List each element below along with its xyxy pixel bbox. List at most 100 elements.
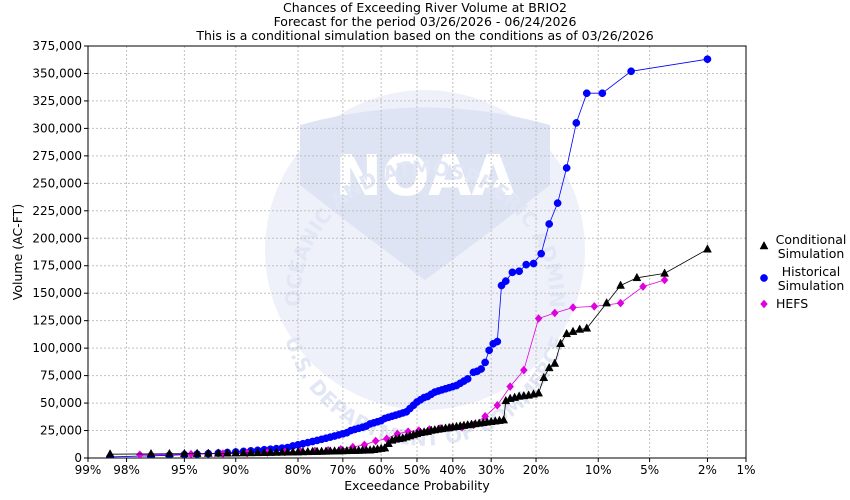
y-tick-label: 150,000 xyxy=(32,286,82,300)
data-point xyxy=(493,337,502,346)
x-tick-label: 90% xyxy=(222,463,249,477)
x-tick-label: 95% xyxy=(171,463,198,477)
data-point xyxy=(515,267,524,276)
y-tick-label: 225,000 xyxy=(32,204,82,218)
data-point xyxy=(371,436,380,446)
x-axis-label: Exceedance Probability xyxy=(344,478,490,493)
data-point xyxy=(253,447,263,457)
y-tick-label: 50,000 xyxy=(40,396,82,410)
watermark-bird xyxy=(300,107,550,280)
data-point xyxy=(703,244,712,253)
data-point xyxy=(582,323,592,332)
data-point xyxy=(616,298,625,308)
data-point xyxy=(222,448,232,457)
data-point xyxy=(271,447,281,456)
y-tick-label: 100,000 xyxy=(32,341,82,355)
y-axis: 0 25,000 50,000 75,000 100,000 125,000 150,000… xyxy=(32,39,88,465)
x-tick-label: 40% xyxy=(439,463,466,477)
x-tick-label: 70% xyxy=(330,463,357,477)
y-tick-label: 175,000 xyxy=(32,259,82,273)
chart-subtitle-1: Forecast for the period 03/26/2026 - 06/… xyxy=(274,14,577,29)
x-tick-label: 98% xyxy=(113,463,140,477)
data-point xyxy=(380,443,390,452)
x-tick-label: 60% xyxy=(368,463,395,477)
watermark-logo-text: NOAA xyxy=(335,144,515,209)
y-axis-label: Volume (AC-FT) xyxy=(10,204,25,300)
x-tick-label: 1% xyxy=(736,463,755,477)
series-historical-simulation xyxy=(106,55,712,458)
data-point xyxy=(520,365,528,375)
data-point xyxy=(277,447,287,456)
x-tick-label: 99% xyxy=(75,463,102,477)
data-point xyxy=(660,275,669,285)
data-point xyxy=(105,449,115,458)
data-point xyxy=(187,449,195,458)
series-layer xyxy=(105,55,712,458)
y-tick-label: 250,000 xyxy=(32,176,82,190)
y-tick-label: 25,000 xyxy=(40,424,82,438)
data-point xyxy=(506,382,515,391)
x-tick-label: 80% xyxy=(285,463,312,477)
data-point xyxy=(582,89,591,98)
data-point xyxy=(266,447,275,456)
data-point xyxy=(192,448,202,457)
data-point xyxy=(213,448,223,457)
legend-item-hefs: HEFS xyxy=(760,296,808,311)
legend-label: HEFS xyxy=(776,296,808,311)
data-point xyxy=(616,280,626,289)
y-tick-label: 0 xyxy=(74,451,82,465)
y-tick-label: 375,000 xyxy=(32,39,82,53)
x-axis: 99% 98% 95% 90% 80% 70% 60% 50% 40% 30% 20% 10% 5% 2%… xyxy=(75,458,756,477)
data-point xyxy=(499,415,509,424)
data-point xyxy=(259,447,269,456)
x-tick-label: 30% xyxy=(478,463,505,477)
y-tick-label: 75,000 xyxy=(40,369,82,383)
data-point xyxy=(508,268,517,277)
x-tick-label: 2% xyxy=(698,463,717,477)
data-point xyxy=(537,249,546,258)
data-point xyxy=(562,164,571,172)
data-point xyxy=(660,268,670,277)
data-point xyxy=(485,346,493,355)
legend-marker xyxy=(759,240,769,250)
y-tick-label: 275,000 xyxy=(32,149,82,163)
data-point xyxy=(539,372,549,382)
data-point xyxy=(553,199,562,207)
data-point xyxy=(562,328,572,338)
data-point xyxy=(231,448,241,457)
data-point xyxy=(179,448,189,457)
x-tick-label: 20% xyxy=(523,463,550,477)
x-tick-label: 10% xyxy=(585,463,612,477)
data-point xyxy=(534,314,543,323)
chart-subtitle-2: This is a conditional simulation based o… xyxy=(195,28,653,43)
legend-marker xyxy=(760,299,768,309)
data-point xyxy=(203,448,213,457)
legend-label: Conditional xyxy=(776,232,847,247)
data-point xyxy=(481,358,489,367)
data-point xyxy=(703,55,712,64)
data-point xyxy=(632,272,642,282)
legend-marker xyxy=(760,274,768,282)
data-point xyxy=(463,375,472,383)
data-point xyxy=(639,282,647,291)
data-point xyxy=(164,448,174,458)
y-tick-label: 350,000 xyxy=(32,66,82,80)
data-point xyxy=(550,308,559,318)
data-point xyxy=(556,338,565,347)
y-tick-label: 200,000 xyxy=(32,231,82,245)
data-point xyxy=(522,260,531,269)
data-point xyxy=(598,89,607,98)
data-point xyxy=(568,326,578,335)
y-tick-label: 325,000 xyxy=(32,94,82,108)
legend-label: Historical xyxy=(782,264,841,279)
data-point xyxy=(575,324,585,333)
data-point xyxy=(627,67,635,76)
data-point xyxy=(602,298,612,307)
legend-label: Simulation xyxy=(778,246,845,261)
data-point xyxy=(550,358,560,367)
x-tick-label: 50% xyxy=(404,463,431,477)
data-point xyxy=(239,448,248,457)
data-point xyxy=(501,277,510,285)
